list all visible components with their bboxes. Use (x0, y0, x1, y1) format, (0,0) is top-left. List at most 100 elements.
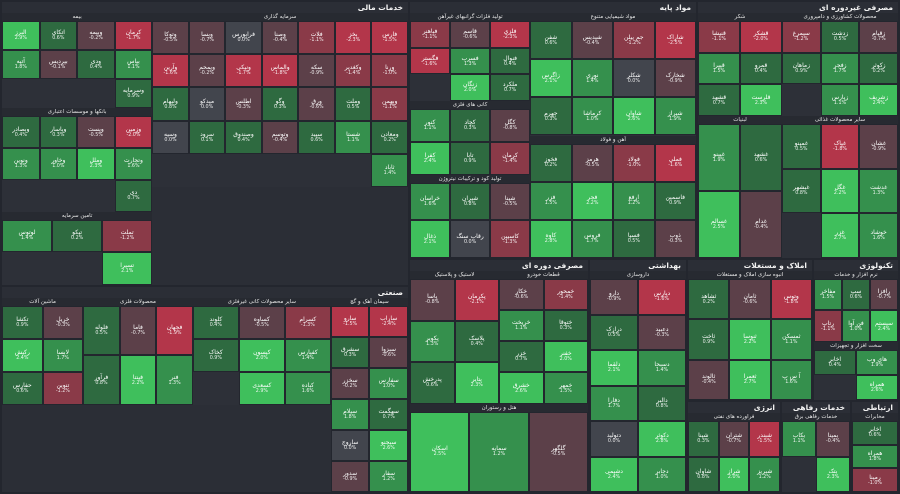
stock-tile[interactable]: پتایر 2.3% (454, 362, 499, 404)
stock-tile[interactable]: سپ 0.6% (842, 279, 870, 311)
stock-tile[interactable]: فلات -1.1% (298, 21, 335, 55)
stock-tile[interactable]: زماهان 0.9% (782, 52, 821, 85)
stock-tile[interactable]: قمرو 0.4% (740, 52, 782, 85)
stock-tile[interactable]: دالبر 0.8% (638, 385, 686, 421)
stock-tile[interactable]: خمهر 1.5% (543, 372, 588, 404)
stock-tile[interactable]: شاوان 2.6% (613, 97, 655, 136)
stock-tile[interactable]: قنیشا -1.1% (698, 21, 740, 53)
stock-tile[interactable]: ثامان -0.6% (729, 279, 771, 320)
stock-tile[interactable]: پدرخش 0.6% (410, 362, 455, 404)
stock-tile[interactable]: کلوند 0.4% (192, 306, 239, 339)
stock-tile[interactable]: وصنا -0.4% (261, 21, 299, 55)
stock-tile[interactable]: غمینو 0.5% (782, 123, 821, 169)
stock-tile[interactable]: دشیمی 2.4% (590, 456, 638, 492)
stock-tile[interactable]: وتوکا -0.5% (152, 21, 189, 55)
stock-tile[interactable]: تملت -1.2% (102, 219, 153, 253)
stock-tile[interactable]: وآرین -1.6% (152, 54, 189, 88)
stock-tile[interactable]: سکه -0.9% (298, 54, 335, 88)
stock-tile[interactable]: فروس 1.7% (571, 219, 614, 258)
stock-tile[interactable]: فجهان -1.9% (156, 306, 193, 356)
stock-tile[interactable]: ختوقا 0.3% (543, 310, 588, 342)
stock-tile[interactable]: بپردیس -0.1% (39, 50, 78, 80)
stock-tile[interactable]: دی 0.7% (114, 179, 153, 212)
stock-tile[interactable]: بپاس 1.1% (114, 50, 153, 80)
stock-tile[interactable]: سفار 1.2% (369, 461, 408, 492)
stock-tile[interactable]: نوری 1.4% (571, 59, 614, 98)
stock-tile[interactable]: شراز 2.0% (718, 456, 750, 492)
stock-tile[interactable]: وصندوق 0.4% (225, 120, 262, 154)
stock-tile[interactable]: سیستم 2.4% (870, 310, 898, 342)
stock-tile[interactable]: فرابورس 0.0% (225, 21, 262, 55)
stock-tile[interactable]: دلقما 2.1% (590, 350, 638, 386)
stock-tile[interactable]: ذوب -0.3% (654, 219, 696, 258)
stock-tile[interactable]: خشرق 2.6% (499, 372, 544, 404)
stock-tile[interactable]: شکلر 0.0% (613, 59, 655, 98)
stock-tile[interactable]: پکرمان -2.1% (454, 279, 499, 321)
stock-tile[interactable]: غشان -0.9% (859, 123, 898, 169)
stock-tile[interactable]: وتجارت 1.6% (114, 147, 153, 180)
stock-tile[interactable]: شاراک -2.5% (654, 21, 696, 60)
stock-tile[interactable]: غپاک -1.8% (820, 123, 860, 169)
stock-tile[interactable]: های وب 1.9% (856, 349, 898, 375)
stock-tile[interactable]: آ س پ 1.6% (770, 359, 812, 400)
stock-tile[interactable]: ورق -0.6% (298, 87, 335, 121)
stock-tile[interactable]: زپارس 1.1% (820, 84, 860, 116)
stock-tile[interactable]: کباده 1.6% (284, 371, 331, 405)
stock-tile[interactable]: فارس -1.5% (371, 21, 408, 55)
stock-tile[interactable]: فاسمین 0.9% (654, 181, 696, 220)
stock-tile[interactable]: فنوال 0.4% (490, 47, 531, 75)
stock-tile[interactable]: شیران 0.8% (450, 182, 491, 221)
stock-tile[interactable]: شیراز 1.9% (654, 97, 696, 136)
stock-tile[interactable]: سهگمت 0.7% (369, 399, 408, 430)
stock-tile[interactable]: ذغال 2.1% (410, 220, 451, 258)
stock-tile[interactable]: زکوثر 0.2% (859, 52, 898, 85)
stock-tile[interactable]: خفنر 2.0% (543, 341, 588, 373)
stock-tile[interactable]: ارفع 1.2% (613, 181, 655, 220)
stock-tile[interactable]: آتیه 1.8% (2, 50, 40, 80)
stock-tile[interactable]: کرماشا 1.0% (571, 97, 614, 136)
stock-tile[interactable]: قاسم -0.6% (450, 21, 491, 48)
stock-tile[interactable]: ثمسکن 1.1% (770, 319, 812, 360)
stock-tile[interactable]: اطلس -0.3% (225, 87, 262, 121)
stock-tile[interactable]: دتولید 0.0% (590, 421, 638, 457)
stock-tile[interactable]: غدشت 1.3% (859, 168, 898, 214)
stock-tile[interactable]: بمپنا -0.4% (816, 421, 850, 457)
stock-tile[interactable]: شپنا -0.5% (490, 182, 531, 221)
stock-tile[interactable]: ثالوند -0.4% (688, 359, 730, 400)
stock-tile[interactable]: ثعمرا 2.7% (729, 359, 771, 400)
stock-tile[interactable]: وملل 2.3% (77, 147, 115, 180)
stock-tile[interactable]: غدام -0.4% (740, 190, 782, 258)
stock-tile[interactable]: همراه 1.8% (852, 444, 898, 469)
stock-tile[interactable]: ساروج 0.0% (330, 430, 370, 461)
stock-tile[interactable]: حفارس 0.6% (2, 371, 43, 405)
stock-tile[interactable]: فلوله 0.5% (83, 306, 120, 356)
stock-tile[interactable]: دفارا 1.7% (590, 385, 638, 421)
stock-tile[interactable]: سپید 0.6% (298, 120, 335, 154)
stock-tile[interactable]: شفن 0.6% (530, 21, 572, 60)
stock-tile[interactable]: بخز -2.3% (334, 21, 372, 55)
stock-tile[interactable]: ثاباد 1.4% (371, 153, 408, 188)
stock-tile[interactable]: وملت 0.5% (334, 87, 372, 121)
stock-tile[interactable]: سبزوا -0.6% (369, 337, 408, 368)
stock-tile[interactable]: زقیام -0.7% (859, 21, 898, 53)
stock-tile[interactable]: وتوسم -0.4% (261, 120, 299, 154)
stock-tile[interactable]: شاوان 0.8% (688, 456, 719, 492)
stock-tile[interactable]: فملی -1.6% (654, 143, 696, 182)
stock-tile[interactable]: اسکان 2.5% (410, 411, 470, 492)
stock-tile[interactable]: شبریز 1.2% (749, 456, 780, 492)
stock-tile[interactable]: زدشت 0.5% (820, 21, 860, 53)
stock-tile[interactable]: کخاک 0.9% (192, 338, 239, 372)
stock-tile[interactable]: ونیکی -1.7% (225, 54, 262, 88)
stock-tile[interactable]: قپیرا 1.5% (698, 52, 740, 85)
stock-tile[interactable]: شپنا 0.3% (688, 421, 719, 457)
stock-tile[interactable]: وبیمه -0.2% (77, 21, 115, 51)
stock-tile[interactable]: رتاپ -1.1% (814, 310, 842, 342)
stock-tile[interactable]: قلرست 2.3% (740, 84, 782, 116)
stock-tile[interactable]: تپکو 0.2% (52, 219, 103, 253)
stock-tile[interactable]: دارو -0.9% (590, 279, 638, 315)
stock-tile[interactable]: فباهنر -1.1% (410, 21, 451, 48)
stock-tile[interactable]: غبشهر 0.8% (782, 168, 821, 214)
stock-tile[interactable]: غگل 2.2% (820, 168, 860, 214)
stock-tile[interactable]: ثشاهد 0.2% (688, 279, 730, 320)
stock-tile[interactable]: خمحور -1.4% (543, 279, 588, 311)
